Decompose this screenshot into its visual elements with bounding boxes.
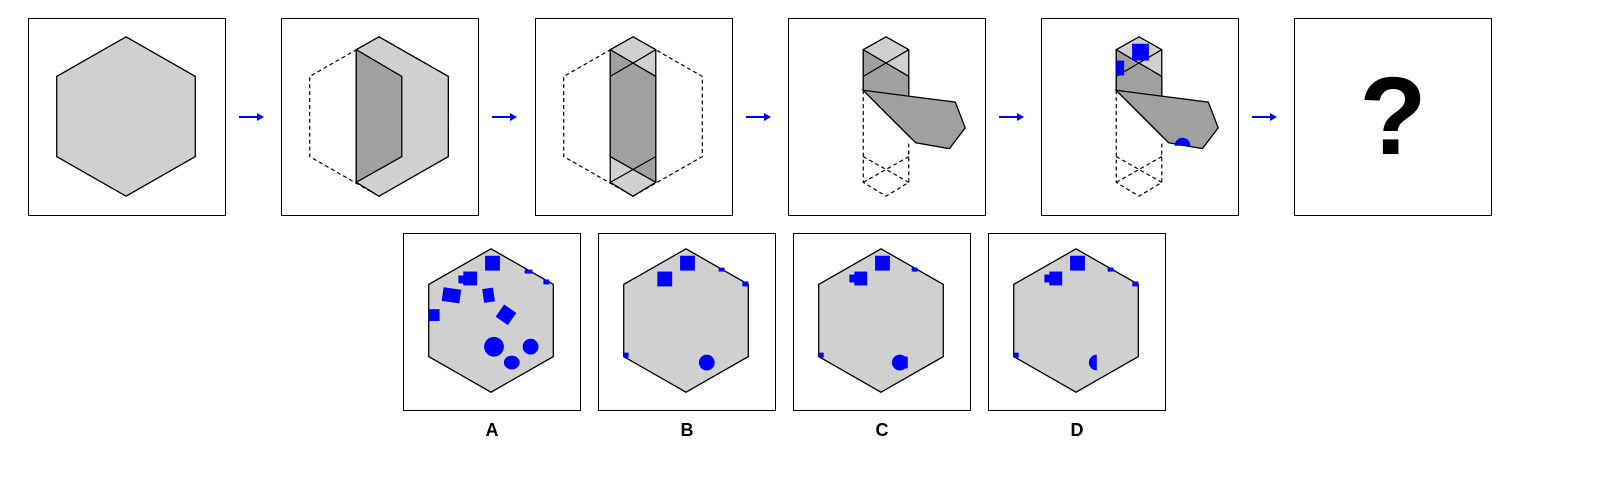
square-hole <box>1132 43 1149 61</box>
step-3-figure <box>563 36 703 197</box>
step-5-figure <box>1114 36 1219 197</box>
step-1-figure <box>56 36 196 197</box>
folded-flap <box>861 89 966 150</box>
option-a-figure <box>428 248 554 393</box>
option-c-label: C <box>875 420 889 440</box>
arrow-5-icon <box>1252 113 1277 121</box>
option-d-label: D <box>1070 420 1084 440</box>
option-a-label: A <box>485 420 499 440</box>
step-2-figure <box>309 36 449 197</box>
folded-flap <box>1114 89 1219 150</box>
unfolded-hexagon <box>428 248 554 393</box>
option-c-panel[interactable] <box>793 233 971 411</box>
step-4-figure <box>861 36 966 197</box>
folded-flap <box>355 48 403 184</box>
step-1-panel <box>28 18 226 216</box>
arrow-2-icon <box>492 113 517 121</box>
step-3-panel <box>535 18 733 216</box>
step-5-panel <box>1041 18 1239 216</box>
option-b-figure <box>623 248 749 393</box>
option-b-panel[interactable] <box>598 233 776 411</box>
option-d-figure <box>1013 248 1139 393</box>
option-c-figure <box>818 248 944 393</box>
round-hole <box>1174 137 1191 146</box>
paper-hexagon <box>56 36 196 197</box>
folded-layer <box>609 48 657 184</box>
option-b-label: B <box>680 420 694 440</box>
original-outline <box>563 36 703 197</box>
answer-panel: ? <box>1294 18 1492 216</box>
arrow-3-icon <box>746 113 771 121</box>
step-4-panel <box>788 18 986 216</box>
option-d-panel[interactable] <box>988 233 1166 411</box>
question-mark: ? <box>1359 55 1427 178</box>
square-hole-small <box>1116 60 1125 76</box>
option-a-panel[interactable] <box>403 233 581 411</box>
step-2-panel <box>281 18 479 216</box>
unfolded-hexagon <box>818 248 944 393</box>
arrow-1-icon <box>239 113 264 121</box>
arrow-4-icon <box>999 113 1024 121</box>
